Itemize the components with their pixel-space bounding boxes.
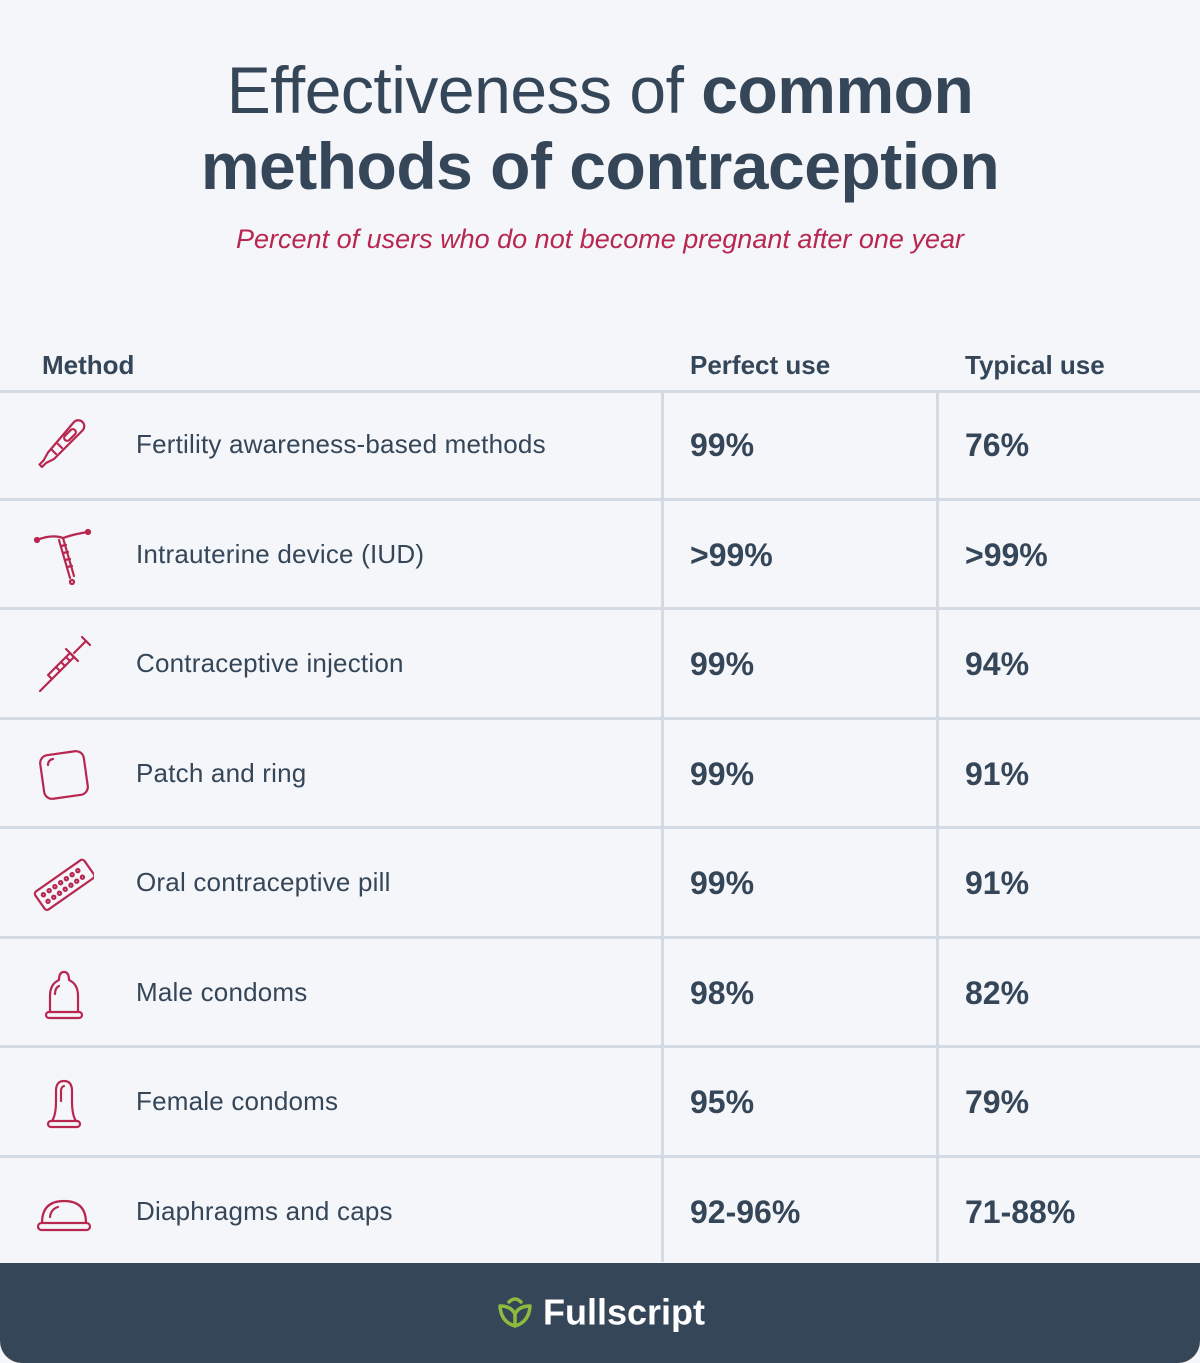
male-condom-icon <box>30 962 94 1026</box>
table-header: Method Perfect use Typical use <box>0 340 1200 393</box>
header-method: Method <box>42 350 135 380</box>
perfect-use-value: 99% <box>690 427 755 463</box>
header-typical-use: Typical use <box>965 350 1105 380</box>
typical-use-value: >99% <box>965 536 1048 573</box>
method-name: Fertility awareness-based methods <box>136 429 546 459</box>
header-perfect-use: Perfect use <box>690 350 831 380</box>
table-row: Contraceptive injection 99% 94% <box>0 610 1200 720</box>
method-name: Male condoms <box>136 976 308 1007</box>
perfect-use-value: 95% <box>690 1084 755 1120</box>
table-row: Intrauterine device (IUD) >99% >99% <box>0 501 1200 610</box>
typical-use-value: 82% <box>965 974 1030 1011</box>
method-name: Patch and ring <box>136 757 307 788</box>
typical-use-value: 79% <box>965 1084 1030 1120</box>
perfect-use-value: 99% <box>690 755 755 792</box>
patch-icon <box>30 743 94 807</box>
table-row: Male condoms 98% 82% <box>0 939 1200 1048</box>
thermometer-icon <box>30 414 94 478</box>
diaphragm-icon <box>30 1181 94 1245</box>
footer: Fullscript <box>0 1263 1200 1363</box>
leaf-logo-icon <box>495 1292 535 1332</box>
table-row: Female condoms 95% 79% <box>0 1048 1200 1158</box>
title-part1: Effectiveness of <box>226 53 702 127</box>
syringe-icon <box>30 633 94 697</box>
perfect-use-value: 99% <box>690 646 755 682</box>
table-row: Oral contraceptive pill 99% 91% <box>0 829 1200 939</box>
table-row: Diaphragms and caps 92-96% 71-88% <box>0 1158 1200 1265</box>
female-condom-icon <box>30 1071 94 1135</box>
method-name: Oral contraceptive pill <box>136 867 391 897</box>
title-part2: common <box>701 53 974 127</box>
typical-use-value: 91% <box>965 865 1030 901</box>
method-name: Contraceptive injection <box>136 648 404 678</box>
table-row: Patch and ring 99% 91% <box>0 720 1200 829</box>
subtitle: Percent of users who do not become pregn… <box>236 224 964 254</box>
method-name: Female condoms <box>136 1086 339 1116</box>
typical-use-value: 76% <box>965 427 1030 463</box>
brand-logo: Fullscript <box>0 1289 1200 1333</box>
title-line2: methods of contraception <box>200 129 1000 203</box>
perfect-use-value: 98% <box>690 974 755 1011</box>
table-body: Fertility awareness-based methods 99% 76… <box>0 391 1200 1264</box>
typical-use-value: 94% <box>965 646 1030 682</box>
brand-name: Fullscript <box>542 1291 706 1333</box>
perfect-use-value: >99% <box>690 536 773 573</box>
page-title: Effectiveness of common methods of contra… <box>0 52 1200 204</box>
typical-use-value: 91% <box>965 755 1030 792</box>
typical-use-value: 71-88% <box>965 1193 1076 1230</box>
pill-pack-icon <box>30 852 96 916</box>
perfect-use-value: 99% <box>690 865 755 901</box>
method-name: Diaphragms and caps <box>136 1195 393 1226</box>
method-name: Intrauterine device (IUD) <box>136 538 425 569</box>
iud-icon <box>30 524 94 588</box>
perfect-use-value: 92-96% <box>690 1193 801 1230</box>
table-row: Fertility awareness-based methods 99% 76… <box>0 391 1200 501</box>
